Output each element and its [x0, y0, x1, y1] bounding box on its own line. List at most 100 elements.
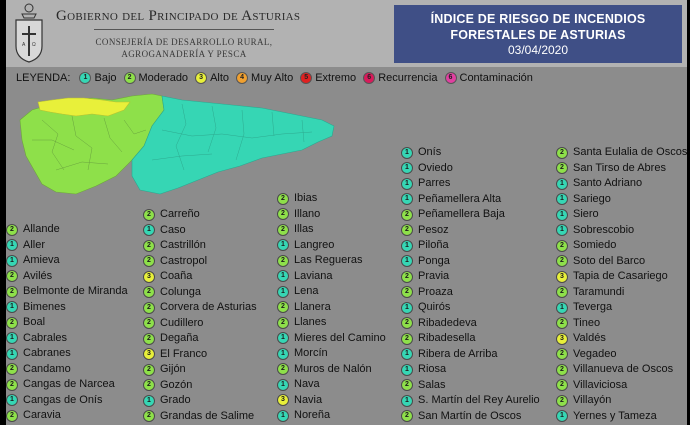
legend-item-label: Extremo — [315, 72, 357, 85]
municipality-name: Las Regueras — [294, 254, 363, 266]
legend-item-label: Bajo — [94, 72, 117, 85]
municipality-row: 2 Grandas de Salime — [143, 409, 257, 425]
risk-level-badge: 2 — [556, 162, 568, 175]
risk-level-badge: 2 — [143, 301, 155, 314]
municipality-name: Tapia de Casariego — [573, 270, 668, 282]
risk-level-badge: 3 — [143, 270, 155, 283]
municipality-name: Ribera de Arriba — [418, 347, 498, 360]
header-bar: A Ω Gobierno del Principado de Asturias … — [6, 0, 687, 67]
municipality-column-2: 2 Carreño 1 Caso 2 Castrillón 2 Castropol 3 Coaña… — [143, 207, 257, 424]
risk-level-badge: 2 — [556, 239, 568, 252]
legend-item-label: Muy Alto — [251, 72, 294, 85]
risk-level-badge: 1 — [556, 301, 568, 314]
municipality-row: 1 Nava — [277, 377, 386, 393]
municipality-row: 2 Caravia — [6, 408, 128, 424]
risk-level-badge: 2 — [143, 332, 155, 345]
municipality-name: S. Martín del Rey Aurelio — [418, 394, 540, 406]
risk-level-badge: 2 — [401, 286, 413, 299]
municipality-name: Bimenes — [23, 300, 66, 313]
legend-item: 3 Alto — [195, 72, 230, 85]
risk-level-badge: 2 — [6, 223, 18, 236]
risk-level-badge: 1 — [6, 254, 18, 267]
municipality-name: Illano — [294, 207, 321, 220]
risk-level-badge: 3 — [277, 394, 289, 407]
municipality-name: Cabranes — [23, 347, 71, 359]
municipality-row: 2 Villanueva de Oscos — [556, 362, 687, 378]
title-box: ÍNDICE DE RIESGO DE INCENDIOS FORESTALES… — [394, 5, 682, 63]
risk-level-badge: 1 — [277, 347, 289, 360]
legend-level-badge: 6 — [363, 72, 376, 85]
risk-level-badge: 1 — [6, 239, 18, 252]
asturias-crest-icon: A Ω — [15, 3, 43, 63]
municipality-name: Yernes y Tameza — [573, 409, 657, 422]
risk-level-badge: 2 — [143, 239, 155, 252]
municipality-name: Soto del Barco — [573, 254, 646, 267]
legend-item-label: Alto — [210, 72, 230, 85]
municipality-row: 2 Taramundi — [556, 285, 687, 301]
municipality-row: 1 Bimenes — [6, 300, 128, 316]
risk-level-badge: 1 — [277, 409, 289, 422]
municipality-name: Piloña — [418, 239, 449, 251]
municipality-row: 2 Illas — [277, 222, 386, 238]
municipal-borders — [32, 115, 147, 171]
municipality-row: 1 Riosa — [401, 362, 540, 378]
municipality-column-1: 2 Allande 1 Aller 1 Amieva 2 Avilés 2 Belmonte de… — [6, 222, 128, 424]
municipality-name: Ribadesella — [418, 332, 476, 344]
risk-level-badge: 2 — [143, 410, 155, 423]
municipality-name: Villayón — [573, 394, 612, 406]
legend-item: 6 Contaminación — [444, 72, 533, 85]
risk-level-badge: 2 — [6, 270, 18, 283]
legend-item: 1 Bajo — [79, 72, 117, 85]
municipality-name: Noreña — [294, 409, 331, 421]
report-date: 03/04/2020 — [507, 43, 569, 57]
risk-level-badge: 1 — [401, 162, 413, 175]
risk-level-badge: 1 — [556, 177, 568, 190]
municipality-row: 3 Coaña — [143, 269, 257, 285]
municipality-name: Castrillón — [160, 239, 206, 251]
risk-level-badge: 1 — [401, 363, 413, 376]
legend-item: 2 Moderado — [123, 72, 188, 85]
municipality-row: 2 Las Regueras — [277, 253, 386, 269]
municipality-name: Degaña — [160, 332, 199, 344]
risk-level-badge: 2 — [143, 363, 155, 376]
map-region-low — [131, 95, 335, 195]
risk-level-badge: 1 — [143, 394, 155, 407]
municipality-row: 1 Noreña — [277, 408, 386, 424]
municipality-name: Gijón — [160, 363, 186, 375]
municipality-row: 2 Cudillero — [143, 316, 257, 332]
risk-level-badge: 1 — [6, 347, 18, 360]
municipality-row: 2 Candamo — [6, 362, 128, 378]
municipality-name: Peñamellera Baja — [418, 208, 505, 220]
municipality-name: Navia — [294, 393, 323, 406]
risk-level-badge: 2 — [277, 208, 289, 221]
municipality-name: San Tirso de Abres — [573, 161, 666, 174]
municipality-row: 1 Cangas de Onís — [6, 393, 128, 409]
municipality-row: 1 Aller — [6, 238, 128, 254]
municipality-column-3: 2 Ibias 2 Illano 2 Illas 1 Langreo 2 Las Regueras… — [277, 191, 386, 424]
municipality-row: 1 Langreo — [277, 238, 386, 254]
municipality-row: 2 Ribadedeva — [401, 316, 540, 332]
municipality-name: Peñamellera Alta — [418, 192, 502, 205]
municipality-name: Morcín — [294, 347, 328, 359]
municipality-row: 2 Muros de Nalón — [277, 362, 386, 378]
municipality-name: Belmonte de Miranda — [23, 285, 128, 297]
legend-level-badge: 4 — [236, 72, 249, 85]
municipality-row: 2 Ibias — [277, 191, 386, 207]
svg-text:Ω: Ω — [32, 42, 36, 48]
municipality-row: 1 Onís — [401, 145, 540, 161]
risk-level-badge: 2 — [556, 286, 568, 299]
risk-level-badge: 1 — [556, 193, 568, 206]
municipality-row: 2 Corvera de Asturias — [143, 300, 257, 316]
risk-level-badge: 3 — [556, 270, 568, 283]
risk-level-badge: 2 — [401, 410, 413, 423]
risk-level-badge: 2 — [277, 316, 289, 329]
title-line-2: FORESTALES DE ASTURIAS — [450, 28, 626, 42]
municipality-row: 2 Cangas de Narcea — [6, 377, 128, 393]
municipality-name: Ibias — [294, 192, 318, 204]
risk-level-badge: 1 — [401, 394, 413, 407]
municipality-name: Corvera de Asturias — [160, 301, 257, 313]
risk-level-badge: 2 — [277, 192, 289, 205]
risk-level-badge: 1 — [401, 177, 413, 190]
municipality-name: Cudillero — [160, 316, 204, 329]
municipality-name: Oviedo — [418, 161, 453, 174]
